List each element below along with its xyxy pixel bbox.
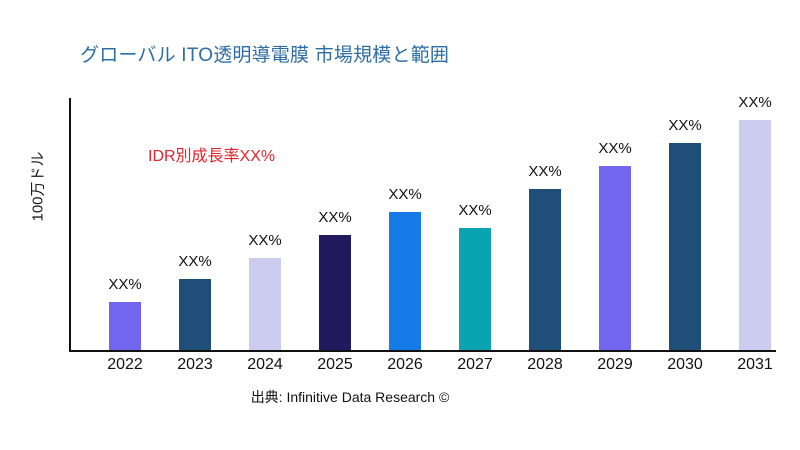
bar-value-label-2025: XX%: [318, 209, 352, 226]
bar-2031: [739, 120, 771, 350]
bar-2022: [109, 302, 141, 350]
bar-2030: [669, 143, 701, 350]
x-tick-label-2023: 2023: [177, 356, 213, 373]
x-axis-line: [69, 350, 776, 352]
bar-value-label-2026: XX%: [388, 186, 422, 203]
bar-value-label-2023: XX%: [178, 253, 212, 270]
bar-2023: [179, 279, 211, 350]
x-tick-label-2028: 2028: [527, 356, 563, 373]
x-tick-label-2027: 2027: [457, 356, 493, 373]
bar-2025: [319, 235, 351, 350]
x-tick-label-2029: 2029: [597, 356, 633, 373]
bar-value-label-2029: XX%: [598, 140, 632, 157]
bar-value-label-2031: XX%: [738, 94, 772, 111]
bar-value-label-2028: XX%: [528, 163, 562, 180]
bar-2027: [459, 228, 491, 350]
bar-value-label-2027: XX%: [458, 202, 492, 219]
bar-2026: [389, 212, 421, 350]
bar-value-label-2024: XX%: [248, 232, 282, 249]
chart-title: グローバル ITO透明導電膜 市場規模と範囲: [80, 45, 450, 66]
bar-2028: [529, 189, 561, 350]
growth-rate-annotation: IDR別成長率XX%: [148, 148, 276, 165]
bar-value-label-2030: XX%: [668, 117, 702, 134]
x-tick-label-2025: 2025: [317, 356, 353, 373]
y-axis-line: [69, 98, 71, 351]
x-tick-label-2030: 2030: [667, 356, 703, 373]
bar-2024: [249, 258, 281, 350]
x-tick-label-2024: 2024: [247, 356, 283, 373]
x-tick-label-2026: 2026: [387, 356, 423, 373]
x-tick-label-2022: 2022: [107, 356, 143, 373]
x-tick-label-2031: 2031: [737, 356, 773, 373]
bar-2029: [599, 166, 631, 350]
bar-value-label-2022: XX%: [108, 276, 142, 293]
source-note: 出典: Infinitive Data Research ©: [250, 389, 450, 405]
